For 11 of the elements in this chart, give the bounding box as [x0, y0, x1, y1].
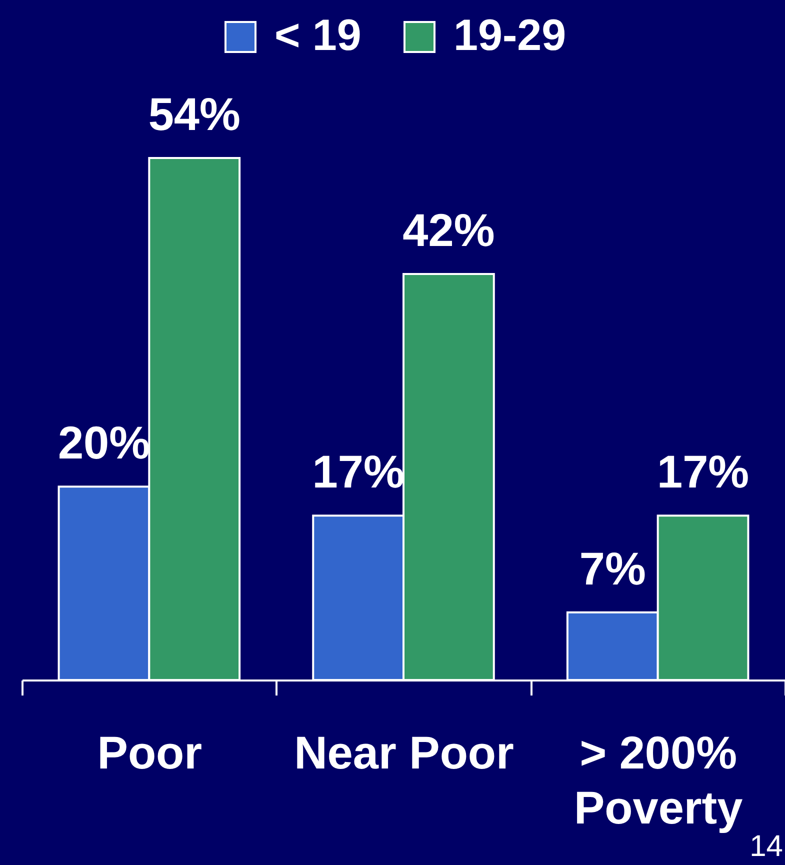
x-tick-label: > 200% Poverty [574, 726, 744, 834]
x-tick-label: Near Poor [294, 726, 514, 778]
data-label: 17% [656, 446, 750, 498]
legend-label: 19-29 [454, 11, 566, 60]
x-tick-label: Poor [97, 726, 202, 778]
data-label: 17% [312, 446, 404, 498]
legend-label: < 19 [274, 11, 362, 60]
data-label: 7% [579, 542, 646, 594]
data-label: 54% [148, 88, 240, 140]
text: 14 [750, 830, 783, 863]
data-label: 42% [402, 204, 495, 256]
